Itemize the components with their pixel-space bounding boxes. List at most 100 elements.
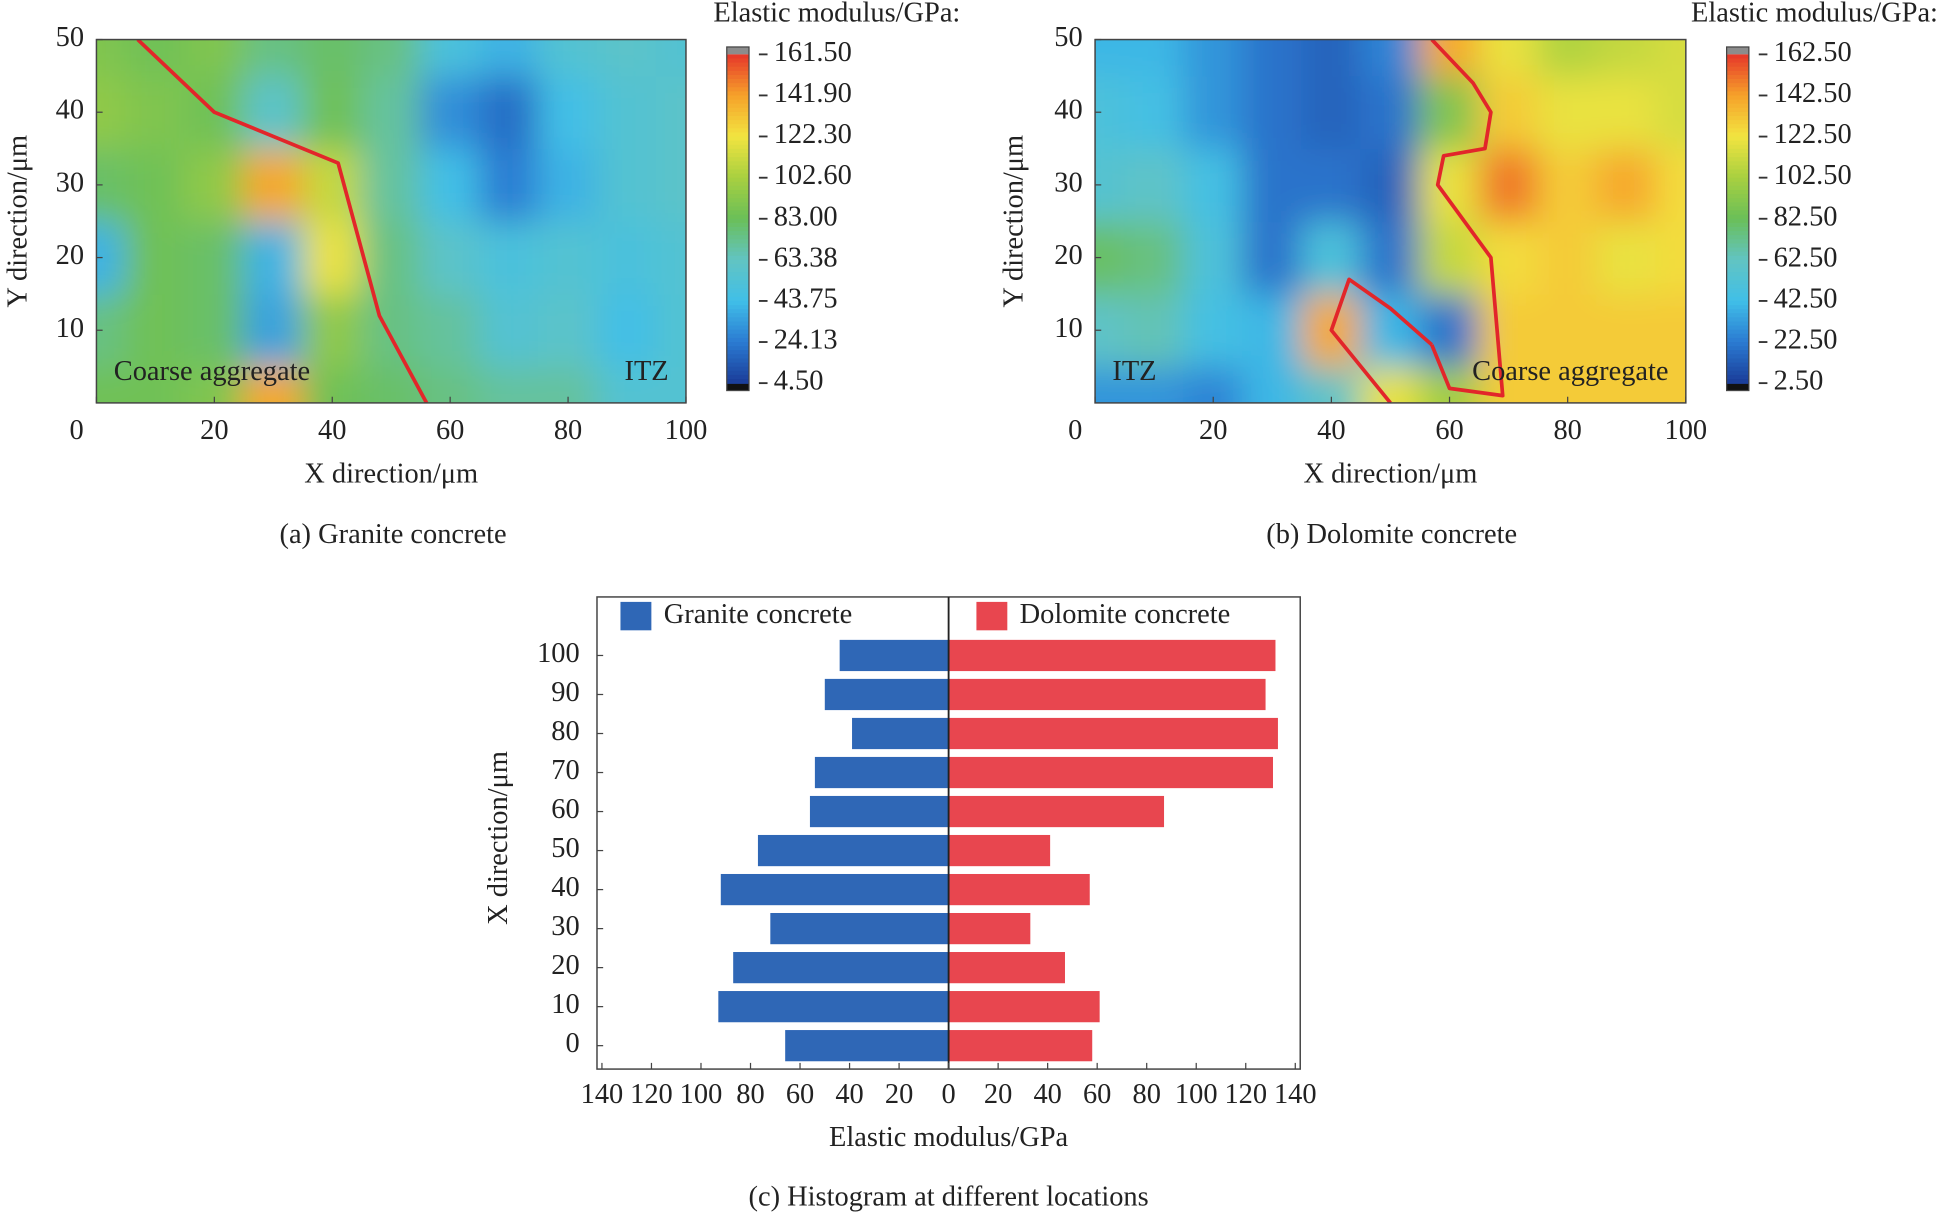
colorbar-swatch	[1726, 132, 1749, 138]
colorbar-swatch	[726, 194, 750, 199]
field-cell	[1123, 220, 1185, 295]
colorbar-swatch	[726, 136, 750, 142]
field-cell	[596, 75, 658, 150]
field-cell	[1596, 75, 1657, 150]
colorbar-swatch	[1726, 177, 1749, 183]
colorbar-swatch	[726, 276, 750, 282]
colorbar-swatch	[1726, 62, 1749, 68]
field-cell	[1242, 293, 1303, 368]
colorbar-swatch	[726, 239, 750, 245]
field-cell	[1242, 75, 1303, 150]
field-cell	[1360, 39, 1421, 77]
colorbar-swatch	[1726, 309, 1749, 315]
bar	[948, 678, 1266, 711]
field	[1095, 39, 1686, 403]
colorbar-swatch	[1726, 116, 1749, 121]
y-tick-label: 30	[551, 911, 579, 942]
colorbar-tick-label: 4.50	[774, 366, 824, 397]
colorbar-swatch	[726, 157, 750, 162]
y-axis-label: X direction/μm	[483, 751, 514, 925]
field-cell	[420, 75, 481, 150]
y-tick-label: 20	[551, 950, 579, 981]
colorbar-swatch	[726, 374, 750, 380]
y-tick-label: 70	[551, 755, 579, 786]
colorbar-swatch	[1726, 136, 1749, 142]
field-cell	[479, 293, 540, 368]
colorbar-swatch	[1726, 235, 1749, 241]
x-tick-label: 20	[1199, 415, 1227, 446]
annotation: ITZ	[1112, 356, 1156, 387]
y-tick-label: 10	[56, 313, 84, 344]
colorbar-tick-label: 24.13	[774, 325, 838, 356]
colorbar-swatch	[726, 169, 750, 175]
colorbar-swatch	[726, 218, 750, 224]
colorbar-swatch	[726, 107, 750, 113]
colorbar-swatch	[1726, 128, 1749, 134]
colorbar-swatch	[726, 366, 750, 372]
x-tick-label: 60	[1083, 1079, 1111, 1110]
field-cell	[96, 39, 127, 77]
field-cell	[184, 39, 245, 77]
colorbar-tick-label: 43.75	[774, 283, 838, 314]
field-cell	[655, 39, 686, 77]
y-tick-label: 10	[1054, 313, 1082, 344]
colorbar-swatch	[1726, 374, 1749, 380]
colorbar-tick-label: 122.50	[1774, 119, 1852, 150]
colorbar-swatch	[1726, 58, 1749, 64]
x-tick-label: 60	[436, 415, 464, 446]
bar	[948, 912, 1031, 945]
field-cell	[243, 220, 304, 295]
x-axis-label: X direction/μm	[304, 458, 478, 489]
field-cell	[1360, 147, 1421, 222]
y-tick-label: 90	[551, 677, 579, 708]
colorbar-swatch	[1726, 329, 1749, 335]
field-cell	[1537, 75, 1598, 150]
colorbar-swatch	[726, 288, 750, 294]
colorbar-swatch	[726, 153, 750, 158]
bar	[948, 991, 1100, 1023]
colorbar-tick-label: 22.50	[1774, 325, 1838, 356]
colorbar-swatch	[1726, 379, 1749, 384]
colorbar-swatch	[726, 284, 750, 290]
field-cell	[1478, 293, 1539, 368]
field-cell	[1095, 365, 1126, 403]
field-cell	[1655, 147, 1686, 222]
colorbar-swatch	[726, 247, 750, 253]
x-tick-label: 0	[70, 415, 84, 446]
x-tick-label: 60	[1435, 415, 1463, 446]
field-cell	[1478, 365, 1539, 403]
field-cell	[1419, 293, 1480, 368]
y-tick-label: 60	[551, 794, 579, 825]
field-cell	[125, 220, 186, 295]
field-cell	[1242, 365, 1303, 403]
x-axis-label: X direction/μm	[1304, 458, 1478, 489]
field-cell	[479, 220, 540, 295]
colorbar-swatch	[1726, 218, 1749, 224]
colorbar-swatch	[726, 181, 750, 187]
colorbar-swatch	[1726, 140, 1749, 146]
field-cell	[184, 220, 245, 295]
y-tick-label: 30	[56, 167, 84, 198]
x-tick-label: 140	[1274, 1079, 1317, 1110]
field-cell	[1655, 39, 1686, 77]
field-cell	[655, 220, 686, 295]
y-axis-label: Y direction/μm	[998, 135, 1029, 308]
colorbar-swatch	[1726, 210, 1749, 216]
field-cell	[1419, 75, 1480, 150]
field-cell	[420, 293, 481, 368]
colorbar-tick-label: 83.00	[774, 201, 838, 232]
x-tick-label: 40	[1317, 415, 1345, 446]
colorbar-swatch	[1726, 288, 1749, 294]
field-cell	[1183, 39, 1244, 77]
colorbar-swatch	[1726, 243, 1749, 249]
colorbar-swatch	[1726, 276, 1749, 282]
plot-frame	[1094, 38, 1687, 404]
colorbar-swatch	[726, 189, 750, 195]
field-cell	[1123, 147, 1185, 222]
bar	[839, 639, 949, 672]
colorbar-cap-low	[726, 383, 750, 391]
field-cell	[184, 147, 245, 222]
field-clip	[1095, 39, 1686, 403]
x-axis-label: Elastic modulus/GPa	[829, 1122, 1068, 1153]
